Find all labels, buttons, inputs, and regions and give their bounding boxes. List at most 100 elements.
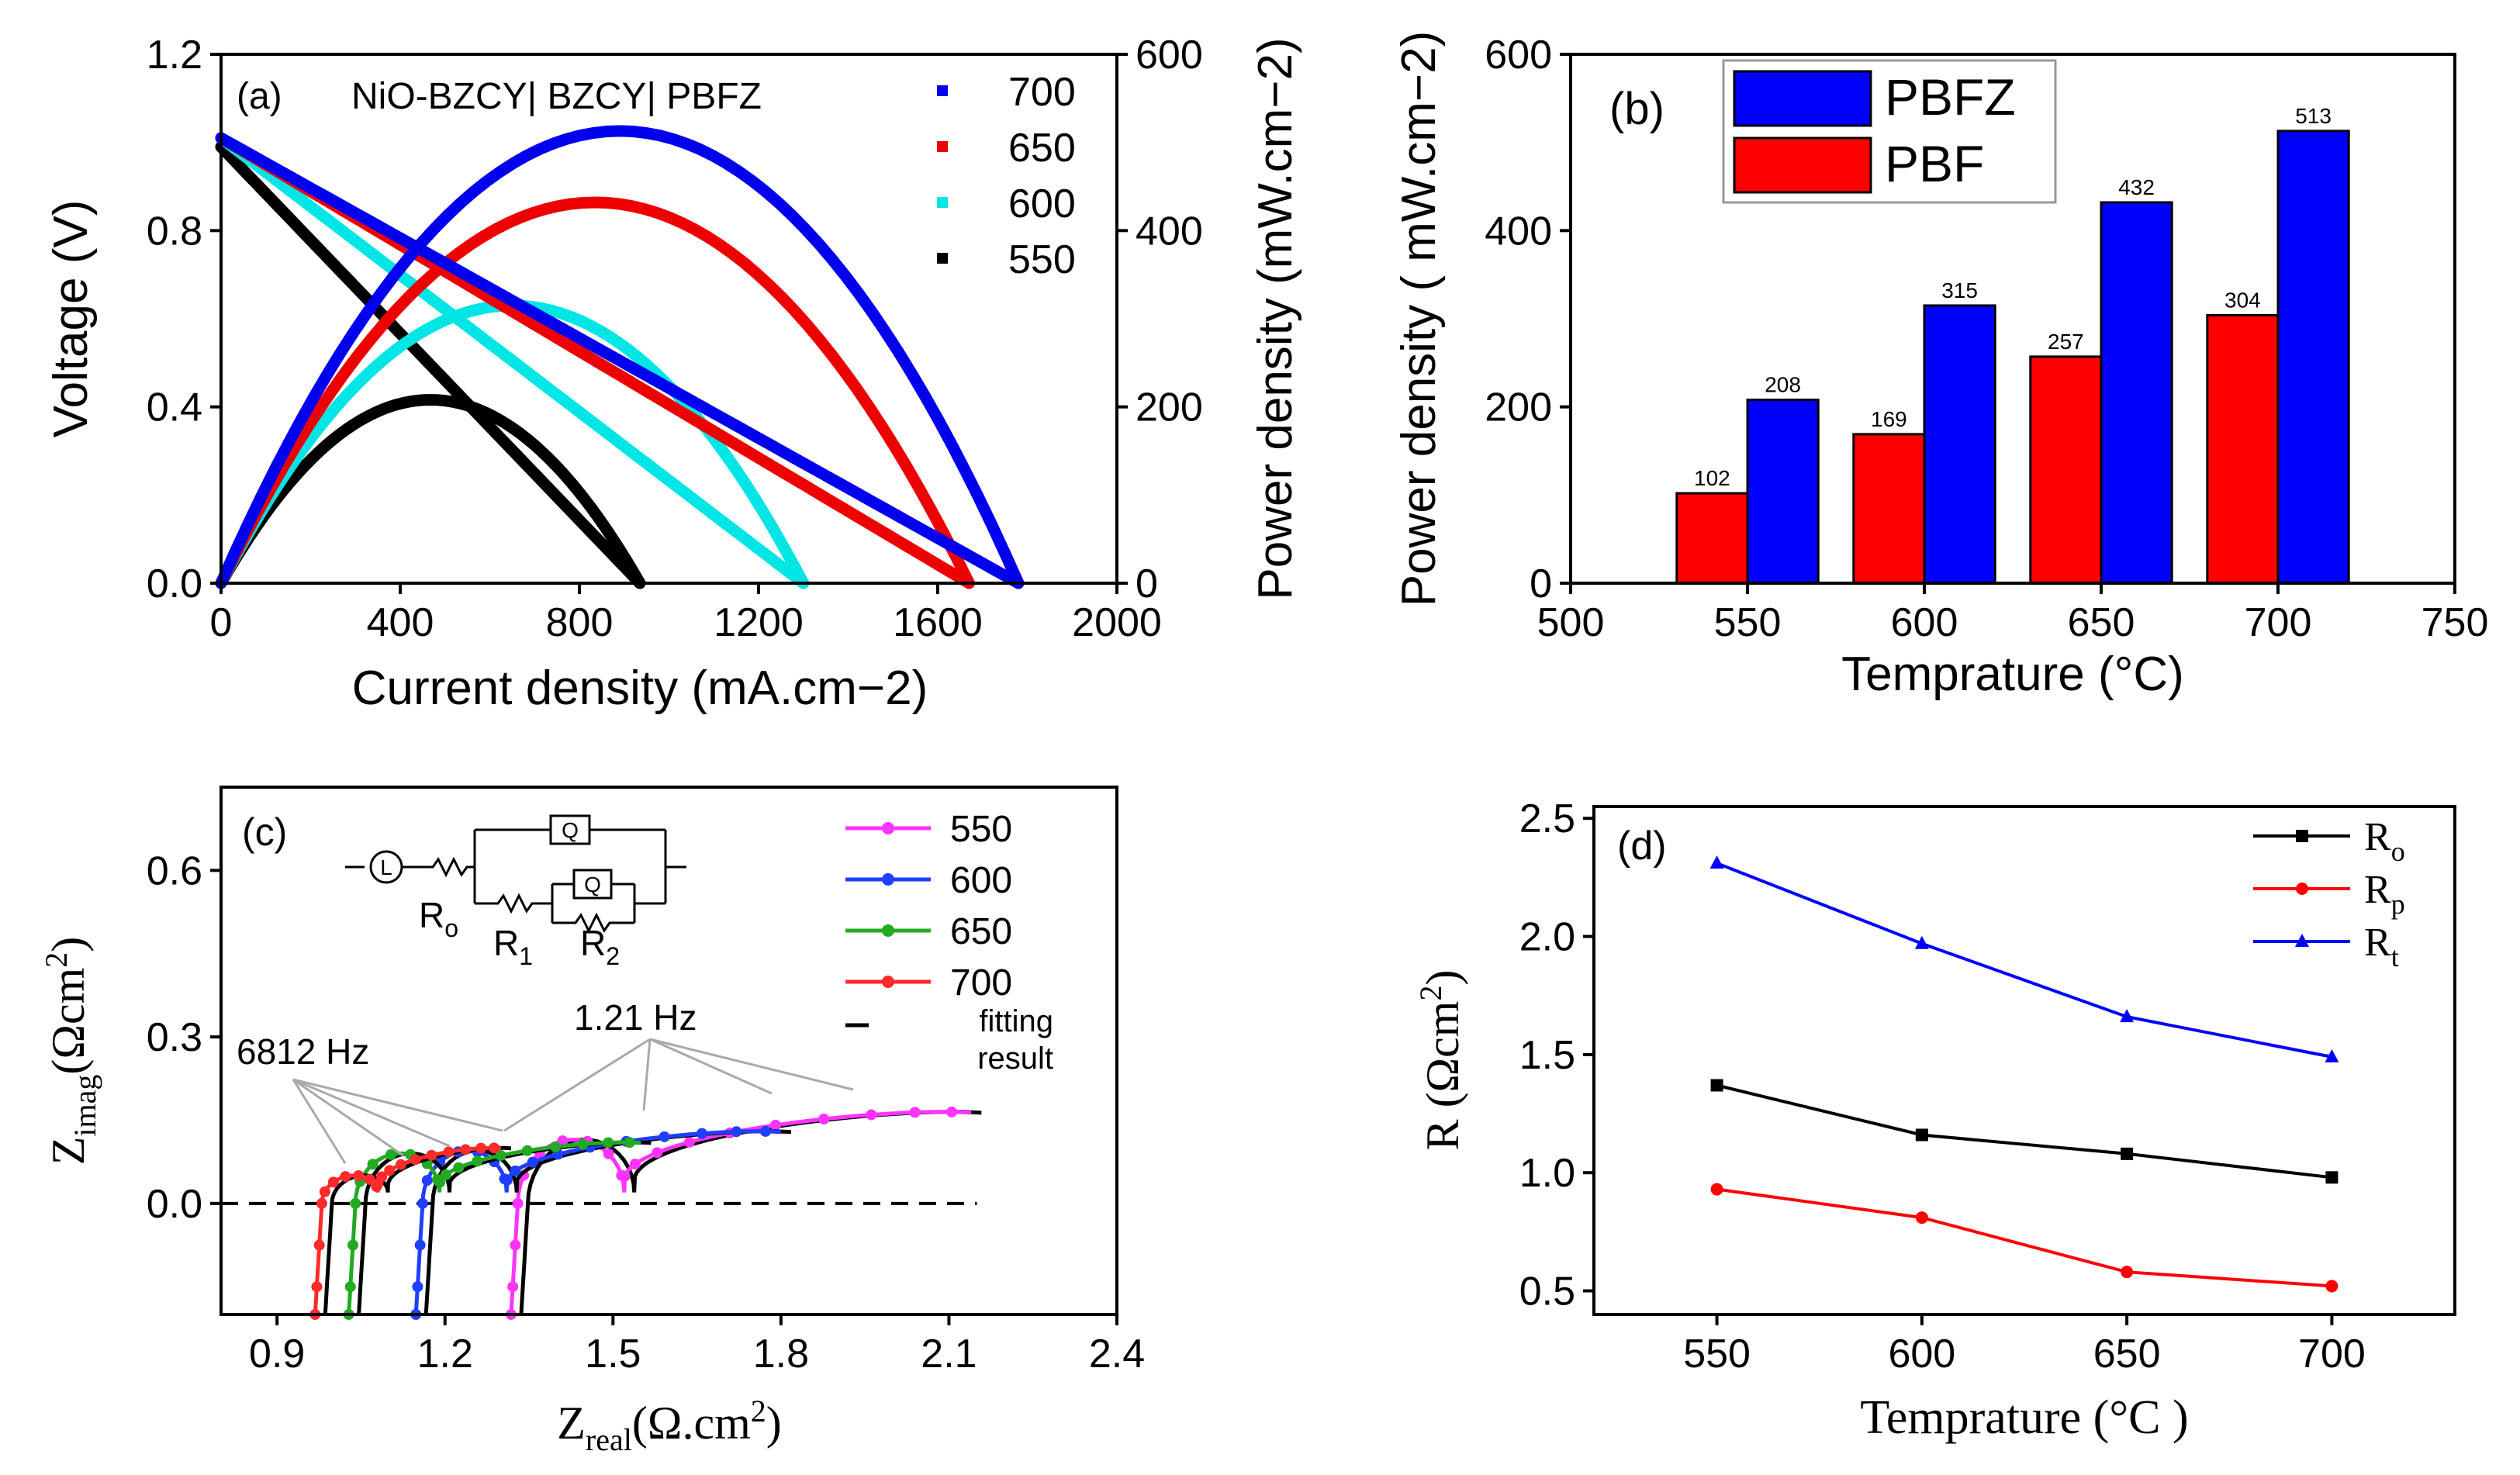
c-ytick-label: 0.3 (147, 1015, 202, 1060)
impedance-point-550 (909, 1107, 921, 1118)
impedance-point-650 (385, 1149, 396, 1160)
impedance-point-700 (395, 1159, 406, 1170)
a-legend-label-700: 700 (1008, 70, 1076, 115)
d-ytick-label: 2.0 (1519, 915, 1575, 960)
b-legend-label-PBF: PBF (1885, 135, 1984, 192)
d-xtick-label: 550 (1683, 1332, 1751, 1377)
a-xtick-label: 400 (367, 600, 434, 645)
b-legend-swatch-PBF (1733, 136, 1872, 194)
b-xtick-label: 500 (1537, 600, 1605, 645)
bar-label-PBF-700: 304 (2224, 288, 2261, 312)
impedance-point-600 (501, 1174, 513, 1186)
impedance-point-650 (624, 1137, 635, 1149)
impedance-point-600 (414, 1239, 426, 1251)
circuit-l-label: L (380, 855, 392, 879)
panel-b-ylabel: Power density ( mW.cm−2) (1392, 31, 1446, 606)
equivalent-circuit (345, 814, 686, 934)
impedance-point-650 (577, 1138, 589, 1150)
panel-d-label: (d) (1617, 824, 1667, 869)
d-legend-marker-Rp (2296, 883, 2308, 895)
b-ytick-label: 400 (1485, 209, 1552, 254)
impedance-point-700 (364, 1173, 375, 1185)
panel-c-curves (221, 1106, 982, 1320)
panel-b-legend: PBFZ PBF (1722, 59, 2057, 204)
panel-a-title: NiO-BZCY| BZCY| PBFZ (351, 76, 762, 117)
panel-c-label: (c) (242, 810, 287, 854)
b-xtick-label: 550 (1714, 600, 1782, 645)
impedance-point-700 (311, 1281, 323, 1293)
panel-b-bars: 102 208 169 315 257 432 304 513 (1675, 104, 2350, 585)
bar-PBF-650 (2029, 355, 2103, 585)
a-legend-marker-550 (937, 253, 948, 264)
b-xtick-label: 750 (2421, 600, 2489, 645)
a-legend-marker-650 (937, 141, 948, 152)
power-curve-650 (215, 196, 975, 589)
impedance-point-550 (769, 1119, 781, 1131)
panel-c-ylabel: Zimag(Ωcm2) (39, 937, 102, 1166)
d-ytick-label: 1.0 (1519, 1151, 1575, 1196)
d-xtick-label: 600 (1888, 1332, 1955, 1377)
impedance-point-700 (410, 1154, 421, 1166)
a-legend-marker-700 (937, 85, 948, 96)
resistance-line-Ro (1716, 1083, 2332, 1180)
resistance-point-Rt-650 (2120, 1009, 2135, 1023)
impedance-point-700 (319, 1186, 330, 1197)
a-y2tick-label: 400 (1136, 209, 1203, 254)
c-ytick-label: 0.6 (147, 848, 202, 893)
panel-d-ylabel: R (Ωcm2) (1413, 970, 1468, 1151)
impedance-point-550 (818, 1114, 830, 1125)
d-legend-label-Rp: Rp (2364, 868, 2405, 920)
impedance-point-550 (652, 1147, 663, 1159)
bar-label-PBFZ-650: 432 (2118, 175, 2155, 199)
resistance-line-Rp (1716, 1187, 2332, 1288)
resistance-point-Rt-700 (2325, 1048, 2339, 1062)
c-ytick-label: 0.0 (147, 1182, 202, 1227)
circuit-r1-label: R1 (493, 923, 533, 970)
impedance-point-700 (426, 1149, 437, 1161)
panel-c-xlabel: Zreal(Ω.cm2) (557, 1394, 781, 1457)
impedance-point-700 (316, 1197, 327, 1209)
impedance-point-600 (696, 1128, 707, 1139)
c-legend-marker-650 (882, 924, 894, 937)
circuit-q-label-inner: Q (584, 872, 601, 896)
resistance-point-Ro-700 (2325, 1171, 2339, 1184)
impedance-point-650 (472, 1155, 483, 1167)
frequency-leader-lines (292, 1038, 854, 1164)
c-xtick-label: 0.9 (249, 1332, 305, 1377)
impedance-point-550 (629, 1159, 641, 1170)
c-xtick-label: 2.1 (921, 1332, 977, 1377)
panel-d-frame (1592, 805, 2456, 1316)
panel-a-frame (220, 53, 1118, 585)
bar-PBFZ-700 (2276, 130, 2350, 585)
panel-c-fit-legend-line2: result (977, 1041, 1053, 1076)
a-xtick-label: 800 (546, 600, 614, 645)
resistance-point-Rt-550 (1709, 855, 1724, 869)
iv-curve-600 (215, 132, 810, 589)
circuit-r0-label: Ro (419, 895, 458, 942)
bar-PBFZ-550 (1746, 399, 1820, 585)
impedance-point-650 (603, 1137, 614, 1149)
resistance-point-Rp-550 (1710, 1183, 1723, 1196)
a-xtick-label: 1200 (714, 600, 804, 645)
circuit-q-label-top: Q (562, 818, 579, 842)
panel-b-ticks: 500 550 600 650 700 750 0 200 400 600 (1485, 33, 2488, 645)
c-legend-label-700: 700 (950, 962, 1012, 1003)
panel-a-label: (a) (237, 76, 282, 117)
impedance-point-650 (344, 1281, 356, 1293)
impedance-point-550 (866, 1109, 877, 1121)
impedance-point-650 (549, 1141, 561, 1152)
panel-c-ticks: 0.9 1.2 1.5 1.8 2.1 2.4 0.0 0.3 0.6 (147, 848, 1145, 1377)
impedance-point-650 (440, 1169, 451, 1180)
panel-d-lines (1709, 855, 2339, 1293)
bar-label-PBF-600: 169 (1871, 407, 1907, 431)
d-xtick-label: 650 (2093, 1332, 2161, 1377)
panel-a-curves (215, 125, 1025, 589)
impedance-point-550 (603, 1148, 614, 1159)
impedance-point-650 (521, 1145, 533, 1156)
c-xtick-label: 1.5 (585, 1332, 641, 1377)
a-legend-label-600: 600 (1008, 181, 1076, 226)
impedance-point-550 (507, 1281, 519, 1293)
impedance-point-700 (488, 1142, 500, 1154)
panel-d-ticks: 550 600 650 700 0.5 1.0 1.5 2.0 2.5 (1519, 796, 2366, 1377)
